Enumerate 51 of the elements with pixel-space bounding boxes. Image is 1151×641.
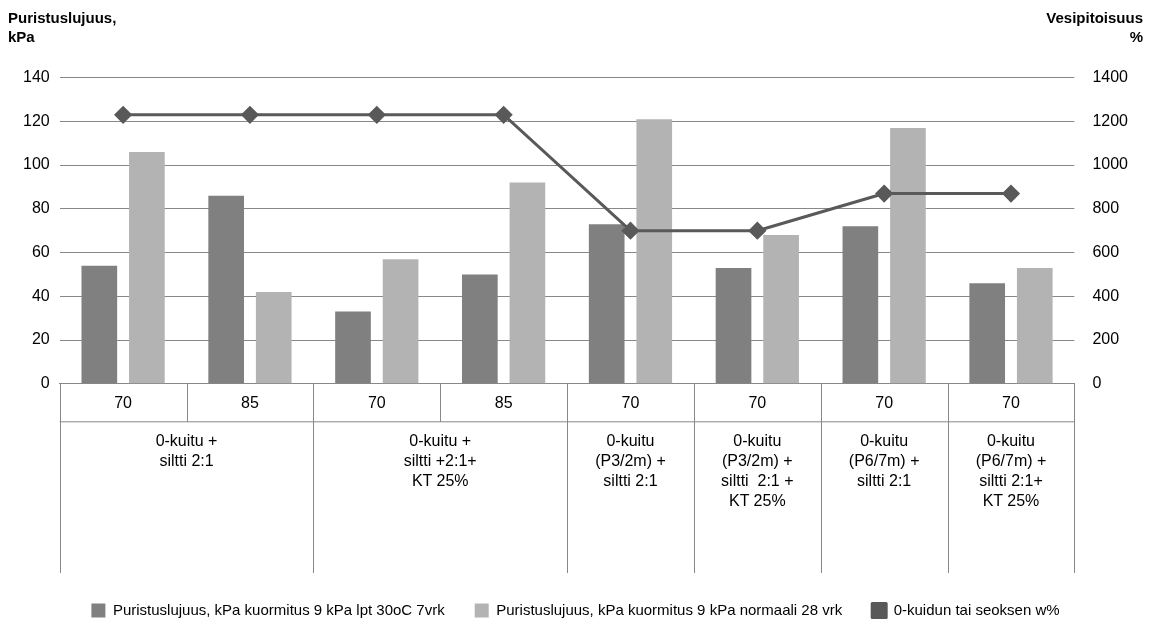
y2-tick-label: 400 bbox=[1092, 286, 1120, 304]
text: 0-kuitu (P6/7m) + siltti 2:1 bbox=[848, 432, 920, 490]
bar bbox=[129, 151, 165, 384]
y-tick-label: 60 bbox=[31, 242, 50, 260]
point bbox=[1002, 185, 1020, 203]
point bbox=[875, 185, 893, 203]
y2-tick-label: 0 bbox=[1092, 374, 1102, 392]
y-axis-title: Puristuslujuus, kPa bbox=[8, 8, 117, 47]
text: 0-kuitu + siltti +2:1+ KT 25% bbox=[403, 432, 477, 490]
text: 0-kuitu + siltti 2:1 bbox=[155, 432, 218, 470]
y-tick-label: 40 bbox=[31, 286, 50, 304]
bar bbox=[382, 259, 419, 384]
y-tick-label: 80 bbox=[31, 199, 50, 217]
y-tick-label: 140 bbox=[22, 68, 50, 86]
y2-tick-label: 600 bbox=[1092, 242, 1120, 260]
y2-axis-title: Vesipitoisuus % bbox=[1046, 8, 1143, 47]
point bbox=[495, 106, 513, 124]
x-tick-label: 85 bbox=[494, 393, 513, 411]
y-tick-label: 120 bbox=[22, 111, 50, 129]
x-tick-label: 70 bbox=[367, 393, 386, 411]
bar bbox=[255, 291, 292, 384]
bar bbox=[636, 119, 673, 384]
y2-tick-label: 200 bbox=[1092, 330, 1120, 348]
y2-tick-label: 1000 bbox=[1092, 155, 1129, 173]
y-tick-label: 0 bbox=[40, 374, 50, 392]
text: 0-kuitu (P3/2m) + siltti 2:1 + KT 25% bbox=[721, 432, 794, 510]
bar bbox=[763, 235, 799, 384]
y2-tick-label: 1200 bbox=[1092, 111, 1129, 129]
x-tick-label: 70 bbox=[621, 393, 640, 411]
x-tick-label: 70 bbox=[748, 393, 767, 411]
legend-label: Puristuslujuus, kPa kuormitus 9 kPa lpt 30oC 7vrk bbox=[112, 600, 446, 618]
y-tick-label: 20 bbox=[31, 330, 50, 348]
x-tick-label: 70 bbox=[1002, 393, 1020, 411]
point bbox=[621, 222, 639, 240]
bar bbox=[890, 127, 926, 384]
x-tick-label: 70 bbox=[875, 393, 894, 411]
legend-label: 0-kuidun tai seoksen w% bbox=[893, 600, 1060, 618]
bar bbox=[509, 182, 546, 384]
x-tick-label: 85 bbox=[241, 393, 259, 411]
text: 0-kuitu (P6/7m) + siltti 2:1+ KT 25% bbox=[975, 432, 1047, 510]
point bbox=[368, 106, 386, 124]
x-tick-label: 70 bbox=[114, 393, 133, 411]
text: 0-kuitu (P3/2m) + siltti 2:1 bbox=[595, 432, 666, 490]
point bbox=[748, 222, 766, 240]
y2-tick-label: 800 bbox=[1092, 199, 1120, 217]
point bbox=[114, 106, 132, 124]
bar bbox=[1016, 267, 1053, 384]
y-tick-label: 100 bbox=[22, 155, 50, 173]
legend-label: Puristuslujuus, kPa kuormitus 9 kPa normaali 28 vrk bbox=[496, 600, 843, 618]
y2-tick-label: 1400 bbox=[1092, 68, 1129, 86]
point bbox=[241, 106, 259, 124]
